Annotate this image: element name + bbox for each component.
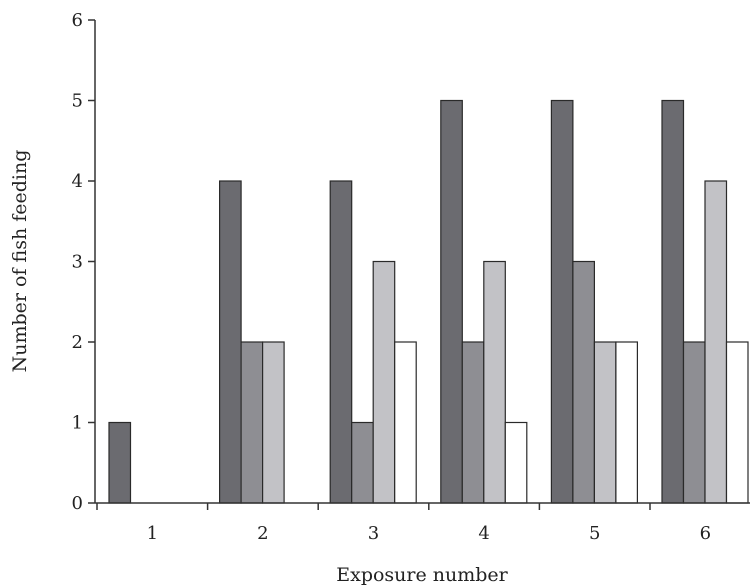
y-tick-label: 5	[72, 91, 83, 112]
bar-exposure-2-series-2	[240, 341, 264, 504]
y-tick-label: 6	[72, 10, 83, 31]
bar-exposure-4-series-1	[440, 99, 463, 504]
x-tick-label: 5	[589, 523, 600, 544]
bar-exposure-5-series-2	[572, 260, 596, 504]
bar-exposure-1-series-1	[108, 421, 132, 504]
x-tick-label: 3	[368, 523, 379, 544]
bar-exposure-2-series-1	[219, 180, 242, 504]
bar-exposure-5-series-4	[615, 341, 639, 504]
x-axis-title: Exposure number	[336, 564, 508, 586]
x-tick-label: 6	[700, 523, 711, 544]
y-tick-label: 0	[72, 493, 83, 514]
bar-exposure-6-series-3	[704, 180, 728, 504]
bar-exposure-4-series-4	[504, 421, 528, 504]
x-tick-label: 1	[147, 523, 158, 544]
bar-exposure-3-series-3	[372, 260, 396, 504]
y-ticks-group: 0 1 2 3 4 5 6	[72, 10, 95, 514]
y-tick-label: 3	[72, 252, 83, 273]
x-ticks-group: 1 2 3 4 5 6	[96, 503, 711, 544]
bar-exposure-3-series-4	[394, 341, 417, 504]
bar-exposure-3-series-1	[329, 180, 353, 504]
bar-exposure-6-series-1	[661, 99, 685, 504]
bar-exposure-3-series-2	[351, 421, 374, 504]
x-tick-label: 2	[257, 523, 268, 544]
y-tick-label: 4	[72, 171, 83, 192]
bar-exposure-4-series-2	[461, 341, 485, 504]
bar-exposure-6-series-4	[725, 341, 749, 504]
y-axis-title: Number of fish feeding	[9, 150, 31, 373]
x-tick-label: 4	[478, 523, 489, 544]
bar-exposure-5-series-1	[550, 99, 574, 504]
bar-exposure-6-series-2	[682, 341, 706, 504]
y-tick-label: 2	[72, 332, 83, 353]
y-tick-label: 1	[72, 413, 83, 434]
bar-exposure-5-series-3	[593, 341, 617, 504]
bar-exposure-2-series-3	[262, 341, 285, 504]
bars-group	[108, 99, 749, 504]
bar-exposure-4-series-3	[483, 260, 506, 504]
axes-group	[94, 20, 750, 504]
